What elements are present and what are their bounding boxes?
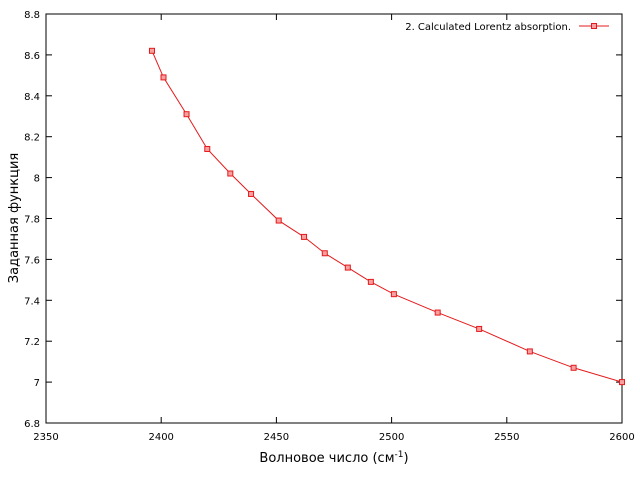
series-layer (148, 47, 625, 386)
y-axis-title: Заданная функция (7, 153, 22, 283)
y-tick-label: 7 (34, 378, 40, 389)
axis-ticks: 2350 2400 2450 2500 2550 2600 6.8 7 7.2 7.4 7.6 7.8… (24, 10, 635, 443)
plot-frame (45, 13, 623, 424)
data-point (367, 278, 374, 285)
data-point (570, 364, 577, 371)
data-point (204, 145, 211, 152)
y-tick-label: 6.8 (24, 419, 40, 430)
data-point (526, 348, 533, 355)
y-tick-label: 8.2 (24, 133, 40, 144)
legend-label: 2. Calculated Lorentz absorption. (405, 22, 571, 33)
series-line (151, 50, 623, 383)
y-tick-label: 8.8 (24, 10, 40, 21)
data-point (434, 309, 441, 316)
data-point (160, 74, 167, 81)
data-point (148, 47, 155, 54)
data-point (321, 250, 328, 257)
y-tick-label: 8 (34, 174, 40, 185)
y-tick-label: 7.6 (24, 255, 40, 266)
data-point (390, 291, 397, 298)
data-point (619, 379, 625, 386)
data-point (344, 264, 351, 271)
legend: 2. Calculated Lorentz absorption. (405, 22, 609, 33)
x-tick-label: 2450 (264, 432, 289, 443)
x-tick-label: 2400 (148, 432, 173, 443)
x-tick-label: 2350 (33, 432, 58, 443)
data-point (248, 190, 255, 197)
legend-marker (591, 23, 597, 29)
y-tick-label: 8.4 (24, 92, 40, 103)
y-tick-label: 7.8 (24, 215, 40, 226)
data-point (301, 233, 308, 240)
data-point (476, 325, 483, 332)
data-point (227, 170, 234, 177)
x-tick-label: 2500 (379, 432, 404, 443)
x-tick-label: 2550 (494, 432, 519, 443)
x-axis-title: Волновое число (см-1) (259, 450, 408, 466)
x-tick-label: 2600 (609, 432, 634, 443)
data-point (275, 217, 282, 224)
y-tick-label: 8.6 (24, 51, 40, 62)
data-point (183, 111, 190, 118)
y-tick-label: 7.2 (24, 337, 40, 348)
y-tick-label: 7.4 (24, 296, 40, 307)
